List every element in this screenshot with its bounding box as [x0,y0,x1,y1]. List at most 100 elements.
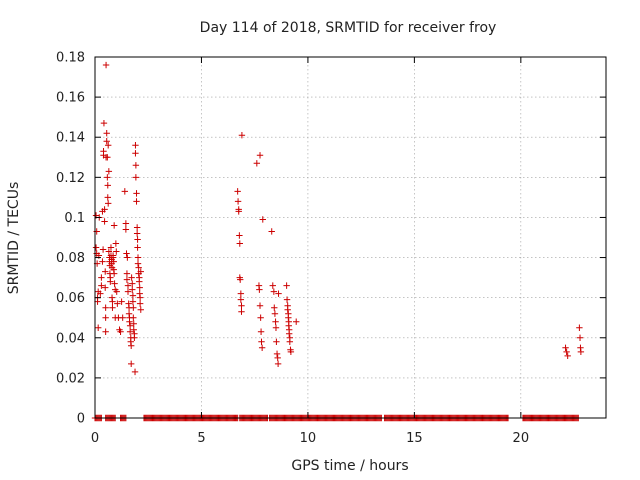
data-point [133,230,141,237]
data-point [100,148,107,155]
data-point [285,330,293,337]
data-point [102,268,109,275]
data-point [127,360,135,368]
x-tick-label: 5 [197,431,205,446]
data-point [105,200,112,207]
data-point [124,282,132,289]
data-point [259,216,266,223]
data-point [104,194,111,201]
data-point [136,278,143,285]
data-point [94,324,102,331]
data-point [102,304,109,311]
data-point [124,288,132,295]
data-point [119,314,126,321]
data-point [112,240,120,247]
data-point [126,328,134,335]
data-point [105,142,112,149]
data-point [257,328,265,335]
data-point [253,160,261,167]
data-point [98,282,105,289]
data-point [102,61,110,69]
grid [95,57,606,418]
data-point [133,224,141,231]
y-tick-label: 0.06 [56,291,85,306]
plot-frame [94,56,607,419]
data-point [117,328,124,335]
data-point [256,302,264,309]
data-point [103,138,110,145]
x-tick-label: 10 [300,431,317,446]
data-point [269,282,276,289]
data-point [107,278,114,285]
data-point [134,260,142,267]
data-point [104,154,111,161]
data-point [114,300,121,307]
data-point [100,119,108,127]
data-point [238,302,245,309]
data-point [101,218,108,225]
data-point [113,288,120,295]
data-point [238,132,246,139]
data-point [577,348,585,356]
data-point [118,298,125,305]
x-axis-title: GPS time / hours [291,458,408,474]
data-point [268,228,275,235]
data-point [122,220,130,227]
data-point [136,300,144,307]
data-point [103,130,110,137]
data-point [237,296,245,303]
data-point [136,294,144,301]
data-point [104,174,111,181]
data-point [101,206,108,213]
data-point [133,198,140,205]
data-point [576,334,584,341]
y-tick-label: 0.02 [56,371,85,386]
data-point [109,298,116,305]
x-tick-label: 15 [406,431,423,446]
data-point [576,324,583,331]
data-point [286,338,294,345]
data-point [121,188,129,195]
data-point [272,324,280,331]
data-point [131,334,138,341]
data-point [123,276,131,283]
data-point [274,360,282,368]
data-point [132,174,140,181]
y-tick-label: 0.1 [64,211,85,226]
data-point [130,320,137,327]
data-point [102,284,109,291]
data-point [97,290,104,297]
data-point [271,304,278,311]
chart-title: Day 114 of 2018, SRMTID for receiver fro… [200,20,497,36]
data-point [283,296,291,303]
y-tick-label: 0 [77,412,85,427]
data-point [93,228,100,235]
data-point [129,292,137,299]
data-point [127,342,135,349]
data-point [133,190,140,197]
data-point [137,268,144,275]
data-point [273,350,281,358]
data-point [284,306,291,313]
data-point [128,274,135,281]
data-point [109,304,116,311]
data-point [238,308,245,315]
data-point [98,274,105,281]
data-point [132,162,140,169]
data-point [110,258,117,265]
data-point [293,318,300,325]
data-point [105,168,113,175]
data-point [275,290,282,297]
data-point [256,286,263,293]
data-point [129,286,136,293]
data-point [99,258,106,265]
data-point [123,270,131,277]
y-tick-label: 0.04 [56,331,85,346]
data-point [130,314,137,321]
data-point [105,248,113,255]
data-point [137,306,144,313]
data-point [271,310,279,317]
data-point [258,344,266,352]
